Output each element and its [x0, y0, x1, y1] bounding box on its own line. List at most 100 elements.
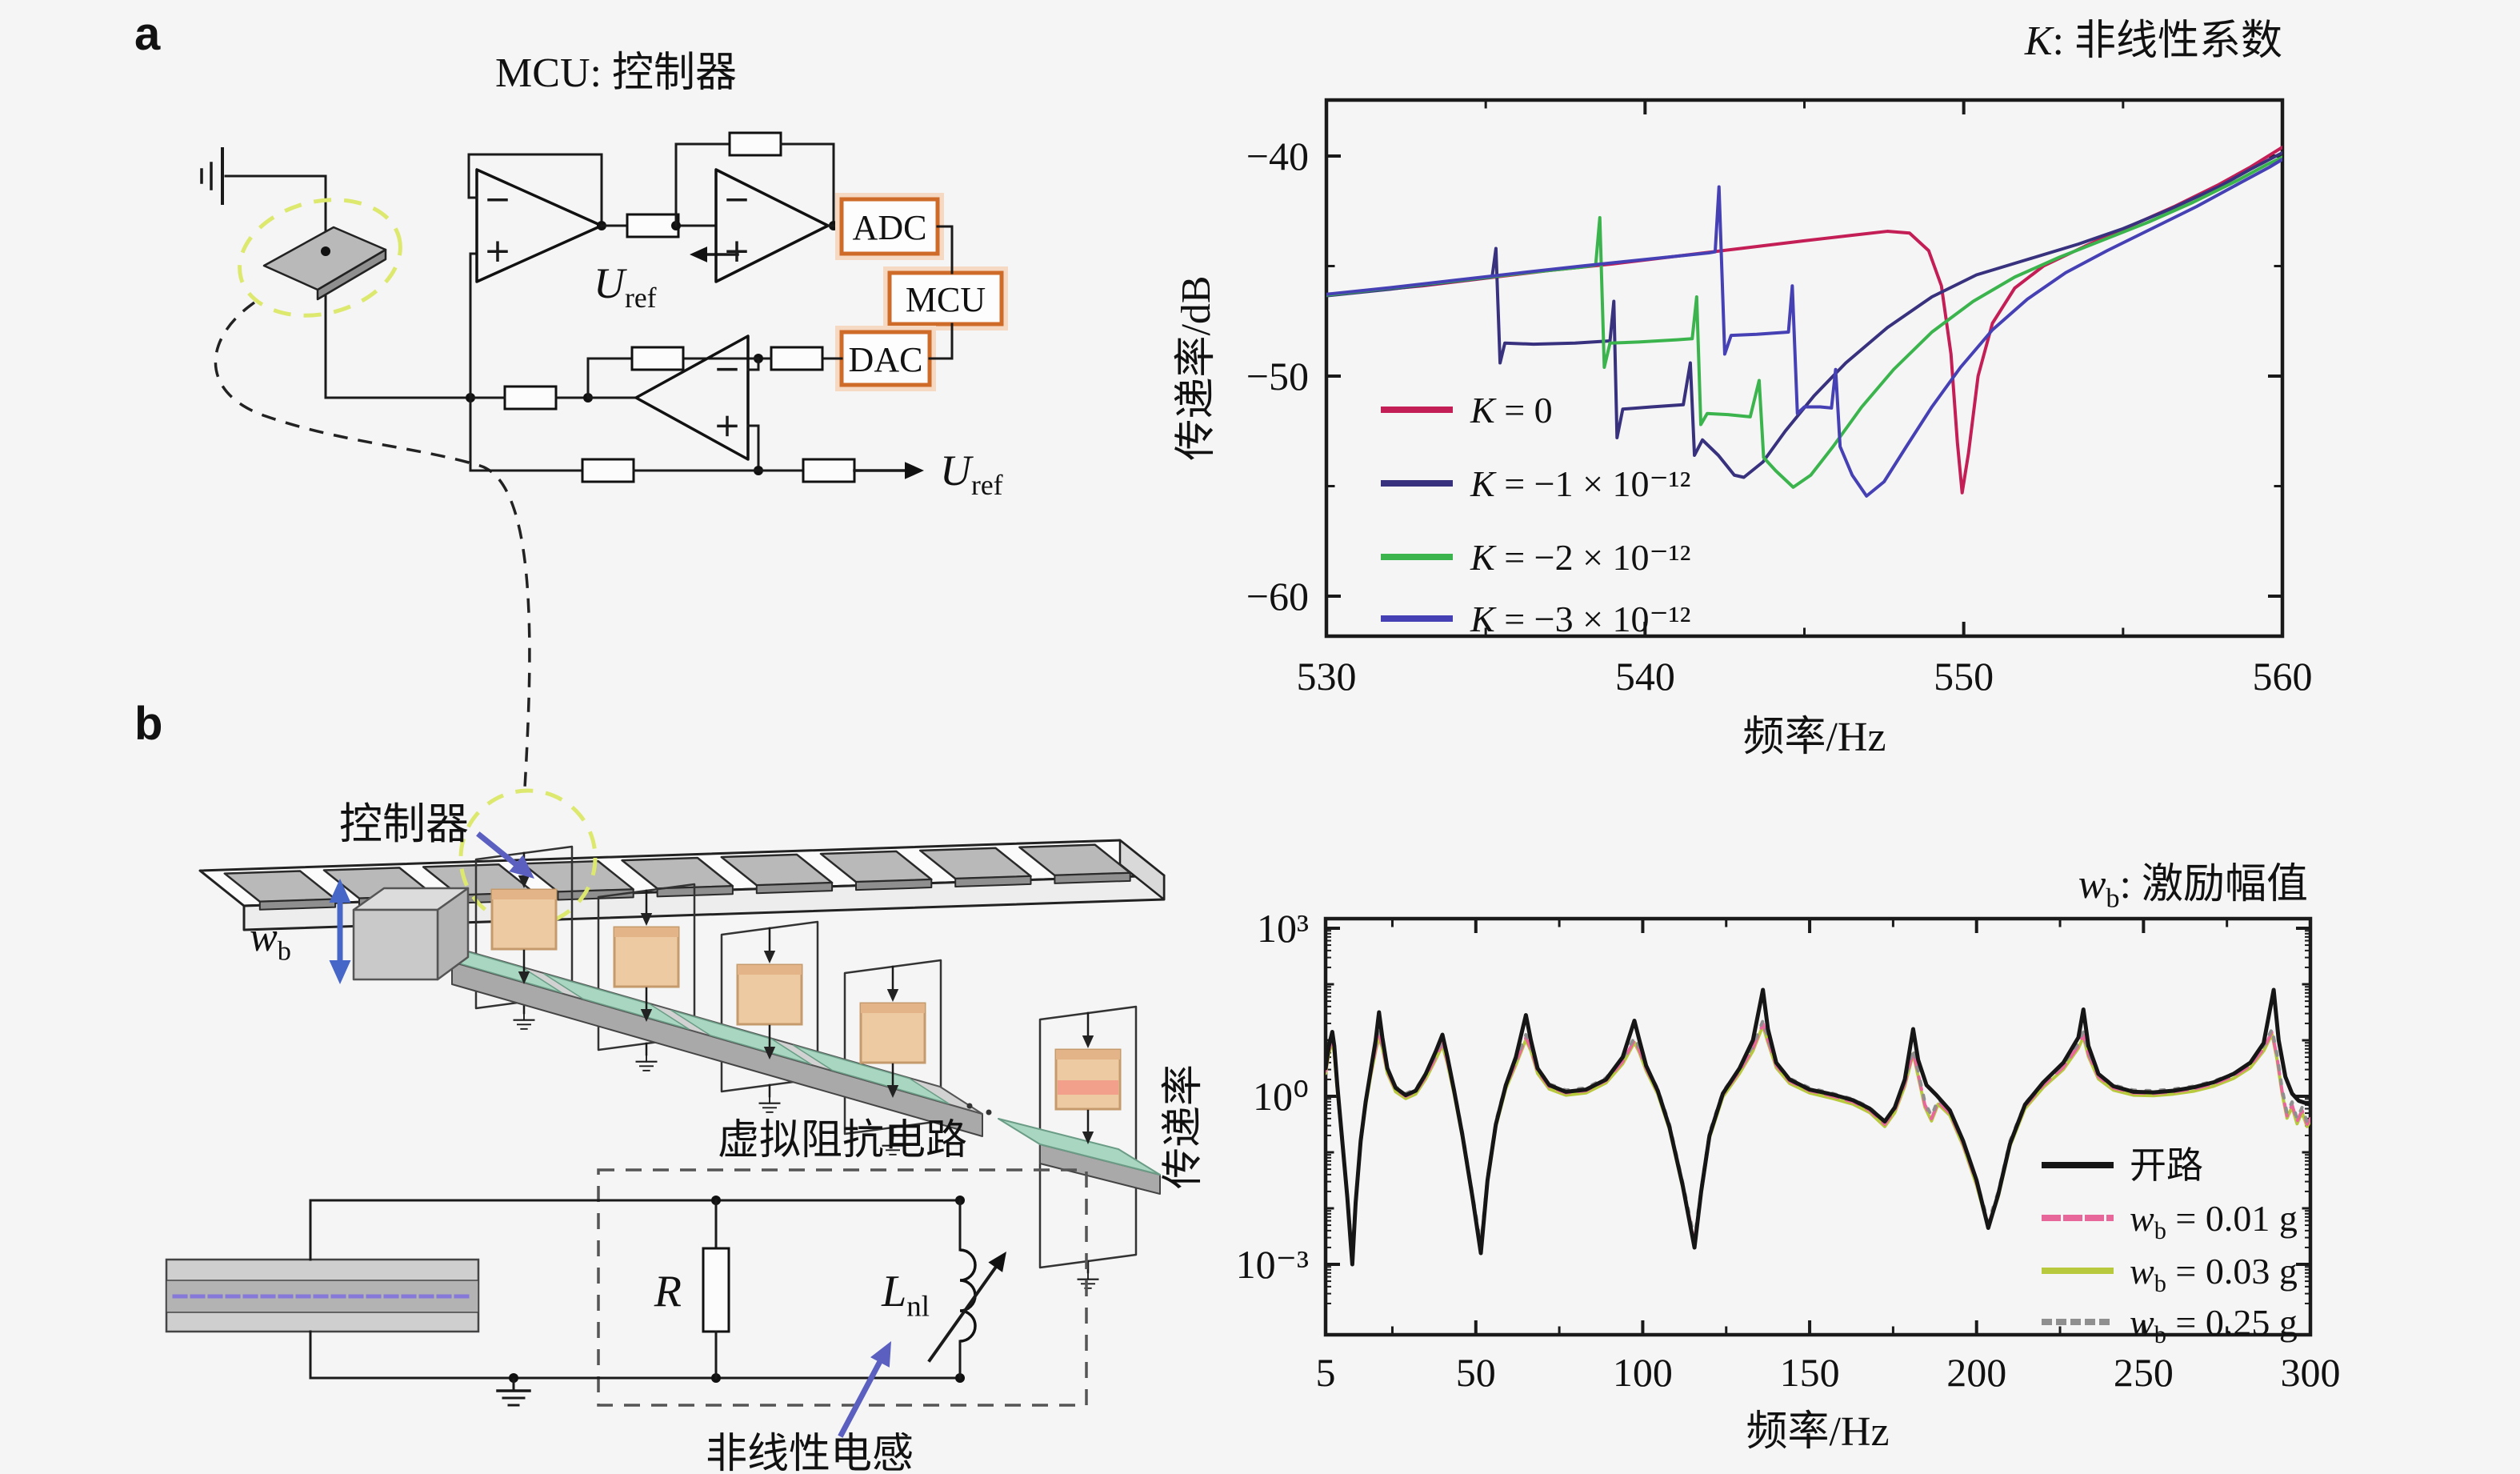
controller-box-stripe	[1058, 1080, 1118, 1095]
math-rest: = −1 × 10⁻¹²	[1495, 463, 1691, 504]
beam-patch-edge	[954, 875, 1032, 888]
chart-a-curves	[1326, 146, 2282, 498]
mcu-box	[887, 270, 1004, 326]
legend-entry-label: K = −3 × 10⁻¹²	[1470, 599, 1690, 639]
beam-b-patch	[543, 973, 690, 1030]
axes-box	[1323, 916, 2313, 1337]
inductor-coil	[959, 1248, 977, 1343]
x-tick-label: 5	[1316, 1350, 1336, 1395]
impedance-dashed-box	[597, 1168, 1088, 1407]
legend-entry-label: K = −1 × 10⁻¹²	[1470, 463, 1690, 504]
tip-top	[998, 1118, 1161, 1176]
circuit-a-title: MCU: 控制器	[495, 50, 737, 96]
lnl-label: Lnl	[881, 1267, 930, 1322]
ground-symbol	[758, 1095, 781, 1113]
legend-entry-label: 开路	[2130, 1145, 2203, 1186]
arrow-head	[518, 971, 530, 984]
junction-node	[509, 1373, 518, 1383]
math-var: K	[1470, 537, 1497, 578]
beam-patch-edge	[1054, 871, 1131, 884]
adc-label: ADC	[853, 208, 927, 247]
arrow-head	[518, 875, 530, 888]
op-amp-body	[475, 168, 603, 283]
x-tick-label: 550	[1934, 654, 1994, 699]
x-tick-label: 560	[2253, 654, 2313, 699]
arrow-head	[509, 855, 534, 879]
arrow-head	[763, 1047, 776, 1059]
wb-arrow	[329, 879, 351, 984]
chart-a-title: K: 非线性系数	[2024, 18, 2282, 64]
y-tick-label: 10⁰	[1253, 1074, 1309, 1119]
math-rest: : 激励幅值	[2120, 862, 2308, 907]
controller-loop-5	[1038, 1005, 1138, 1289]
diagram-b: 控制器 wb 虚拟阻抗电路 R Lnl 非线性电感	[165, 800, 1161, 1474]
resistor	[581, 458, 635, 483]
arrow-head	[988, 1252, 1006, 1272]
ground-symbol	[513, 1012, 535, 1030]
resistor	[728, 131, 782, 157]
controller-box-top	[614, 927, 678, 937]
beam-b	[409, 934, 1161, 1195]
controller-box-top	[861, 1003, 925, 1013]
loop-wire	[1038, 1005, 1138, 1269]
x-tick-label: 530	[1297, 654, 1357, 699]
y-tick-label: −50	[1246, 354, 1309, 399]
ground-symbol	[496, 1378, 531, 1407]
panel-b-label: b	[134, 698, 163, 750]
wb-label: wb	[250, 915, 291, 966]
x-tick-label: 150	[1780, 1350, 1840, 1395]
controller-box-2	[613, 889, 680, 1022]
legend-entry-label: wb = 0.25 g	[2130, 1302, 2298, 1348]
dashed-connector	[214, 301, 531, 789]
x-tick-label: 540	[1615, 654, 1675, 699]
math-var: K	[1470, 390, 1497, 431]
ground-symbol	[1077, 1272, 1099, 1289]
controller-box	[736, 963, 803, 1026]
curve-k1	[1326, 150, 2282, 479]
dac-label: DAC	[849, 340, 923, 379]
beam-patch-edge	[258, 898, 337, 911]
variable-arrow	[927, 1259, 1002, 1363]
ground-symbol	[635, 1054, 658, 1071]
gap-dot	[966, 1103, 973, 1109]
beam-end	[1118, 839, 1166, 901]
controller-arrow	[476, 831, 526, 873]
controller-box	[859, 1002, 926, 1064]
math-rest: = −3 × 10⁻¹²	[1495, 599, 1691, 639]
math-rest: = 0.03 g	[2166, 1251, 2298, 1292]
chart-b-curves	[1326, 987, 2310, 1267]
resistor	[770, 346, 824, 371]
y-axis-label: 传递率/dB	[1174, 275, 1219, 460]
legend-entry-label: wb = 0.03 g	[2130, 1251, 2298, 1297]
controller-box-3	[736, 927, 803, 1059]
math-var: U	[594, 259, 627, 307]
curve-wb0	[1326, 987, 2310, 1267]
arrow-head	[329, 960, 351, 984]
adc-box	[839, 197, 940, 256]
math-var: w	[2130, 1198, 2154, 1239]
math-var: K	[2024, 18, 2054, 64]
resistor	[702, 1247, 730, 1333]
math-var: w	[2130, 1302, 2154, 1343]
math-rest: 频率/Hz	[1742, 715, 1886, 760]
virtual-impedance-circuit: 虚拟阻抗电路 R Lnl 非线性电感	[165, 1118, 1088, 1474]
patch-pin	[321, 246, 330, 256]
math-rest: = 0.01 g	[2166, 1198, 2298, 1239]
mcu-glow	[883, 266, 1008, 330]
legend-entry-label: K = 0	[1470, 390, 1553, 431]
controller-box-1	[490, 851, 558, 984]
y-tick-label: 10³	[1257, 906, 1309, 951]
arrow-head	[886, 1085, 899, 1098]
curve-k0	[1326, 146, 2282, 495]
ground-symbol	[882, 1138, 904, 1156]
chart-a-legend: K = 0K = −1 × 10⁻¹²K = −2 × 10⁻¹²K = −3 …	[1381, 390, 1690, 639]
legend-entry-label: wb = 0.01 g	[2130, 1198, 2298, 1244]
math-sub: ref	[625, 282, 657, 314]
math-sub: b	[2154, 1217, 2166, 1244]
beam-patch-edge	[755, 882, 834, 895]
circuit-diagram-a: MCU: 控制器 Uref ADC MCU DAC Uref	[198, 50, 1166, 931]
arrow-head	[640, 1009, 653, 1022]
